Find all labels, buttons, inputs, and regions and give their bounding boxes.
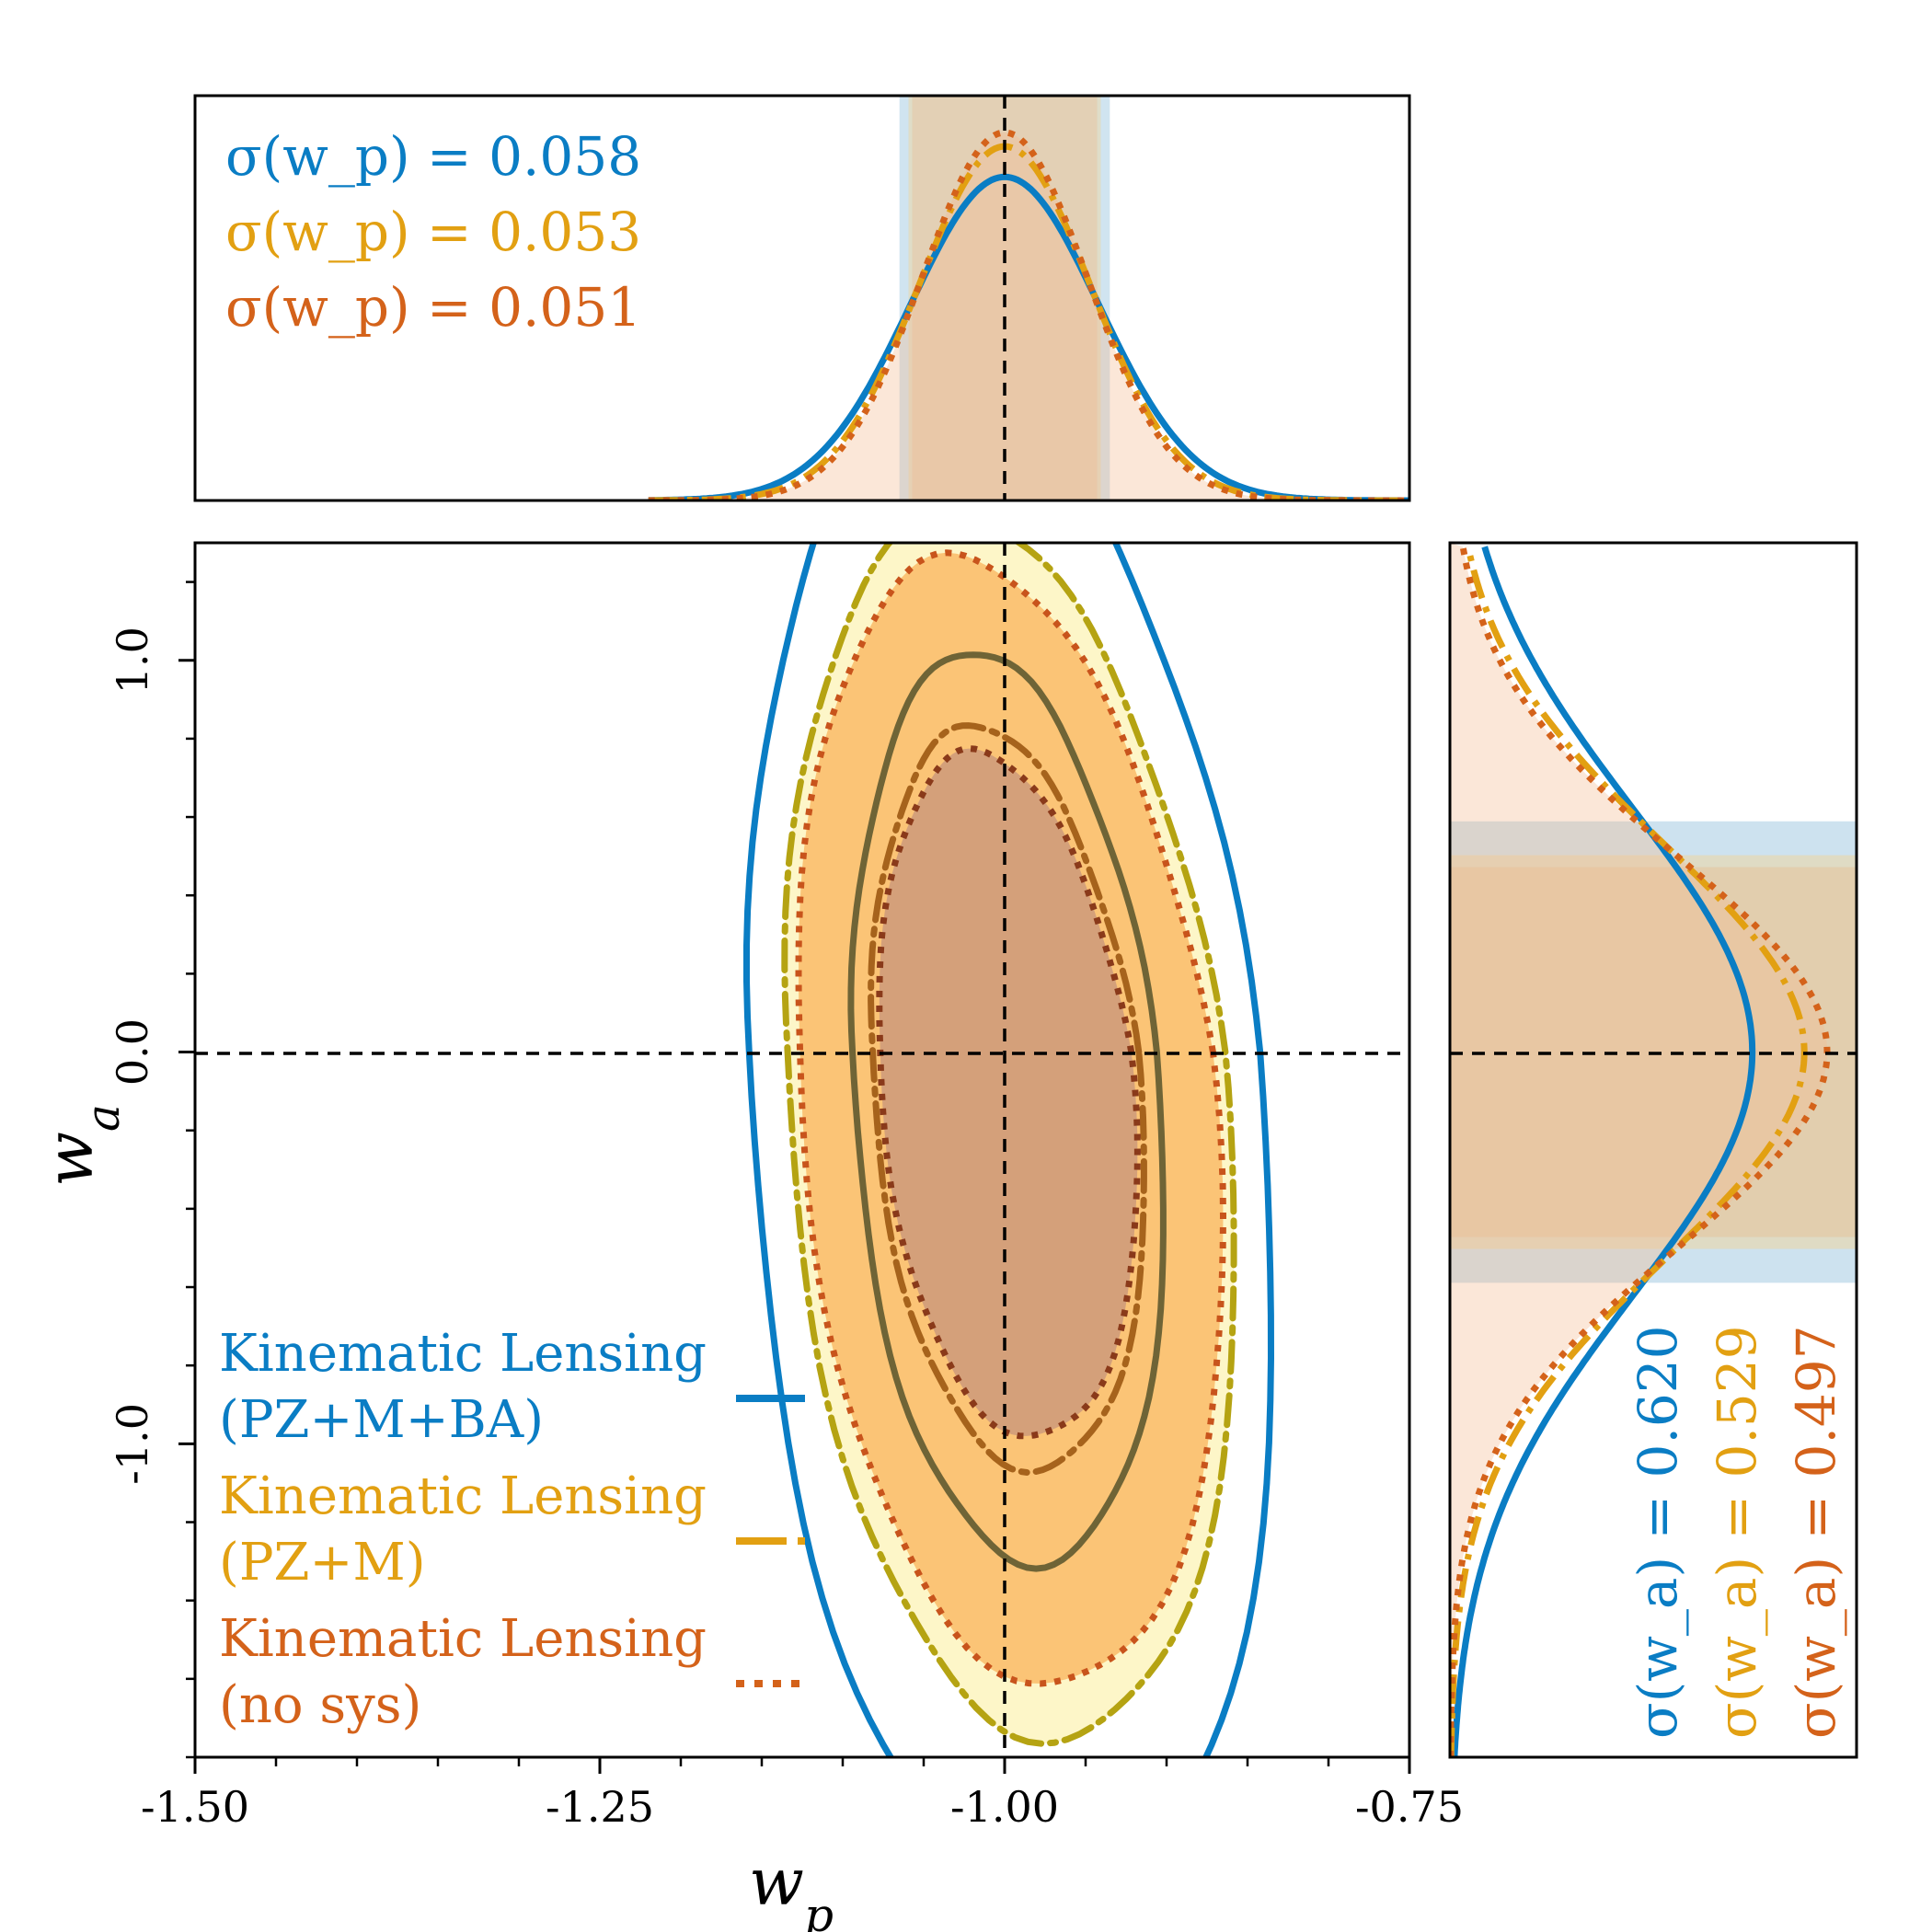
confidence-region-fill bbox=[879, 748, 1138, 1436]
y-tick-label: -1.0 bbox=[108, 1403, 157, 1485]
orange-inner-contour bbox=[868, 722, 1147, 1477]
wa-posterior-curve bbox=[1450, 546, 1808, 1757]
right-marginal-panel: σ(w_a) = 0.620 σ(w_a) = 0.529 σ(w_a) = 0.4… bbox=[1448, 541, 1858, 1759]
legend-label: Kinematic Lensing bbox=[219, 1324, 707, 1384]
x-tick-label: -1.00 bbox=[950, 1782, 1059, 1832]
wa-sigma-label: σ(w_a) = 0.620 bbox=[1627, 1325, 1689, 1739]
legend-label: Kinematic Lensing bbox=[219, 1466, 707, 1526]
wa-posterior-curve bbox=[1450, 546, 1831, 1757]
x-axis-label: w_pwp bbox=[749, 1845, 834, 1932]
wp-sigma-label: σ(w_p) = 0.053 bbox=[225, 201, 641, 263]
wp-posteriors bbox=[648, 96, 1409, 500]
legend-label: (PZ+M+BA) bbox=[219, 1390, 544, 1450]
y-tick-label: 1.0 bbox=[108, 627, 157, 694]
wp-sigma-label: σ(w_p) = 0.051 bbox=[225, 276, 641, 339]
right-frame bbox=[1448, 541, 1858, 1759]
legend-label: (PZ+M) bbox=[219, 1533, 426, 1593]
wp-sigma-labels: σ(w_p) = 0.058 σ(w_p) = 0.053 σ(w_p) = 0.0… bbox=[225, 125, 641, 339]
x-tick-label: -0.75 bbox=[1355, 1782, 1464, 1832]
red-outer-contour bbox=[795, 549, 1227, 1687]
wp-posterior-fill bbox=[648, 132, 1409, 500]
x-tick-label: -1.25 bbox=[546, 1782, 654, 1832]
legend-label: (no sys) bbox=[219, 1675, 421, 1735]
orange-outer-contour bbox=[781, 543, 1237, 1747]
wa-sigma-label: σ(w_a) = 0.529 bbox=[1706, 1325, 1768, 1739]
top-marginal-panel: σ(w_p) = 0.058 σ(w_p) = 0.053 σ(w_p) = 0.0… bbox=[193, 94, 1411, 502]
legend-label: Kinematic Lensing bbox=[219, 1609, 707, 1669]
main-panel: -1.50 -1.25 -1.00 -0.75 -1.0 0.0 1.0 bbox=[108, 541, 1464, 1832]
wa-posterior-fill bbox=[1450, 543, 1827, 1757]
main-frame bbox=[193, 541, 1411, 1759]
main-axes-ticks: -1.50 -1.25 -1.00 -0.75 -1.0 0.0 1.0 bbox=[108, 581, 1464, 1832]
y-axis-label: wa bbox=[32, 1104, 130, 1187]
blue-inner-contour bbox=[847, 651, 1167, 1572]
wa-sigma-labels: σ(w_a) = 0.620 σ(w_a) = 0.529 σ(w_a) = 0.4… bbox=[1627, 1325, 1847, 1739]
y-tick-label: 0.0 bbox=[108, 1018, 157, 1086]
wa-sigma-label: σ(w_a) = 0.497 bbox=[1785, 1325, 1847, 1739]
wa-posterior-curve bbox=[1451, 546, 1756, 1757]
wp-sigma-label: σ(w_p) = 0.058 bbox=[225, 125, 641, 188]
x-tick-label: -1.50 bbox=[141, 1782, 249, 1832]
legend: Kinematic Lensing(PZ+M+BA)Kinematic Lens… bbox=[219, 1324, 805, 1735]
contours-layer bbox=[743, 543, 1275, 1757]
top-frame bbox=[193, 94, 1411, 502]
